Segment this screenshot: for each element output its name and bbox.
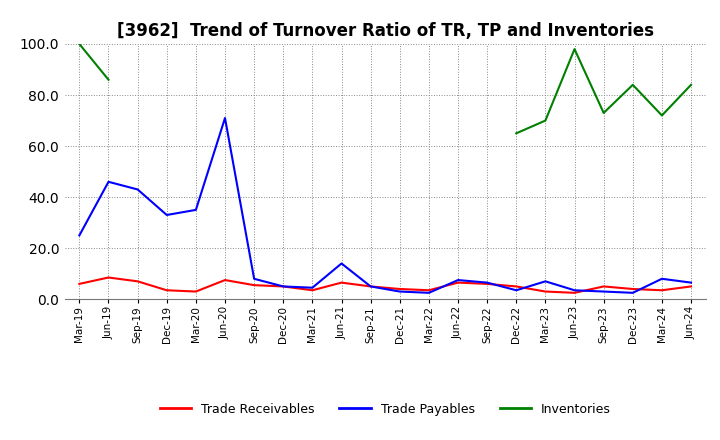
Legend: Trade Receivables, Trade Payables, Inventories: Trade Receivables, Trade Payables, Inven… <box>155 398 616 421</box>
Title: [3962]  Trend of Turnover Ratio of TR, TP and Inventories: [3962] Trend of Turnover Ratio of TR, TP… <box>117 22 654 40</box>
